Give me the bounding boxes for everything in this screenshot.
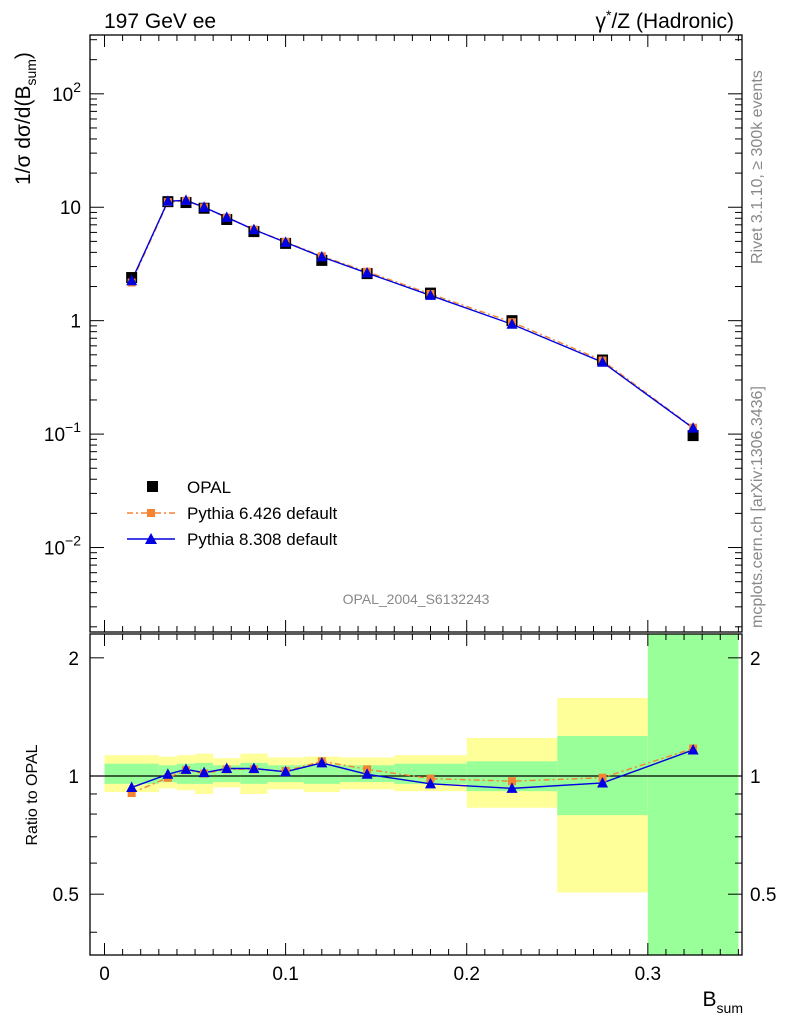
py8-ratio-point (180, 763, 192, 774)
ratio-y-axis-label: Ratio to OPAL (24, 744, 41, 845)
py6-main-line (131, 200, 694, 429)
ratio-y-tick-label-2: 2 (68, 649, 79, 670)
legend-opal-label: OPAL (187, 478, 231, 497)
process-label: γ*/Z (Hadronic) (596, 7, 734, 33)
ratio-band-green-12 (647, 634, 739, 955)
py8-ratio-point (198, 766, 210, 778)
py8-point (361, 267, 373, 278)
main-frame (89, 34, 743, 633)
py8-ratio-point (361, 768, 373, 779)
legend: OPAL Pythia 6.426 default Pythia 8.308 d… (127, 478, 338, 549)
main-y-tick-label-0: 10−2 (44, 533, 81, 560)
py8-ratio-point (687, 743, 699, 755)
x-tick-label-2: 0.2 (454, 964, 480, 985)
x-tick-label-0: 0 (99, 964, 110, 985)
ratio-y-tick-label-right-2: 2 (750, 649, 761, 670)
py8-main-line (131, 199, 694, 429)
legend-py6-label: Pythia 6.426 default (187, 504, 338, 523)
py8-point (126, 274, 138, 286)
legend-opal-marker (147, 481, 158, 492)
py8-point (221, 211, 233, 222)
ratio-band-green-0 (104, 763, 159, 784)
py8-point (162, 195, 174, 206)
opal-point (687, 430, 699, 442)
py8-ratio-point (126, 781, 138, 792)
py8-ratio-point (424, 777, 436, 789)
legend-py8-marker (145, 533, 157, 544)
mcplots-label: mcplots.cern.ch [arXiv:1306.3436] (749, 386, 766, 628)
py8-ratio-point (248, 762, 260, 774)
py8-ratio-point (221, 762, 233, 774)
axes: 0 0.1 0.2 0.3 10−2 10−1 1 10 102 0.5 0.5 1 1 2 2 (44, 34, 776, 985)
py6-ratio-point (127, 789, 136, 798)
x-tick-label-1: 0.1 (272, 964, 298, 985)
py8-point (597, 356, 609, 367)
x-axis-label: Bsum (703, 988, 743, 1016)
py8-ratio-point (506, 782, 518, 793)
x-tick-label-3: 0.3 (635, 964, 661, 985)
main-y-tick-label-3: 10 (60, 198, 81, 219)
py8-point (180, 194, 192, 205)
py6-ratio-point (507, 777, 516, 786)
main-y-tick-label-2: 1 (70, 312, 81, 333)
legend-py8-label: Pythia 8.308 default (187, 530, 338, 549)
py8-ratio-point (280, 765, 292, 777)
legend-py6-marker (147, 509, 155, 517)
py8-point (506, 318, 518, 329)
energy-label: 197 GeV ee (104, 10, 216, 33)
main-y-tick-label-4: 102 (52, 79, 81, 106)
main-plot (126, 194, 699, 442)
ratio-plot (90, 743, 742, 798)
py8-ratio-point (162, 768, 174, 779)
py8-ratio-point (316, 756, 328, 768)
ratio-y-tick-label-right-1: 1 (750, 767, 761, 788)
py8-ratio-point (597, 776, 609, 788)
ratio-bands (104, 634, 739, 955)
py8-point (198, 201, 210, 212)
analysis-id-label: OPAL_2004_S6132243 (343, 591, 490, 607)
main-y-axis-label: 1/σ dσ/d(Bsum) (12, 52, 39, 185)
ratio-frame (89, 633, 743, 956)
py8-point (280, 236, 292, 247)
py8-point (248, 223, 260, 235)
py8-point (316, 250, 328, 262)
main-y-tick-label-1: 10−1 (44, 419, 81, 446)
rivet-version-label: Rivet 3.1.10, ≥ 300k events (749, 70, 766, 264)
py8-point (424, 289, 436, 300)
ratio-band-green-7 (303, 764, 340, 784)
py8-point (687, 422, 699, 433)
ratio-y-tick-label-0: 0.5 (53, 885, 79, 906)
ratio-y-tick-label-right-0: 0.5 (750, 885, 776, 906)
ratio-y-tick-label-1: 1 (68, 767, 79, 788)
